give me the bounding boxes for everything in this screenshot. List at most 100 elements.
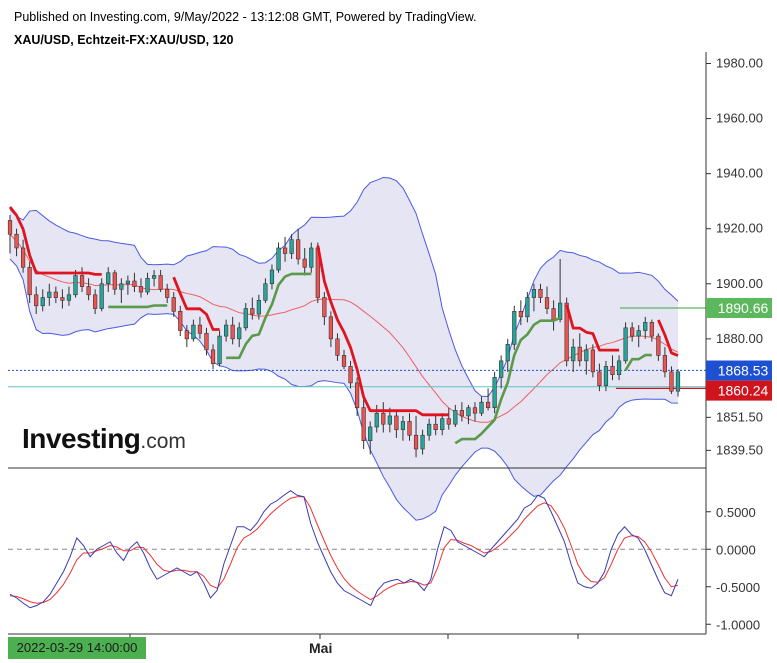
candle-body	[237, 327, 242, 340]
supertrend-down	[657, 319, 679, 357]
candle-body	[243, 308, 248, 329]
candle-body	[106, 272, 111, 285]
candle-body	[525, 297, 530, 318]
candle-body	[590, 349, 595, 373]
candle-body	[381, 412, 386, 425]
candle-body	[322, 297, 327, 318]
price-badge-label: 1860.24	[718, 383, 769, 399]
candle-body	[636, 330, 641, 337]
candle-body	[413, 434, 419, 450]
candle-body	[73, 275, 78, 296]
supertrend-up	[226, 272, 312, 360]
candle-body	[669, 371, 674, 392]
candle-body	[584, 349, 589, 362]
candle-body	[675, 371, 681, 392]
price-badge-level_low	[706, 380, 772, 401]
candle-body	[93, 294, 98, 309]
candle-body	[466, 407, 471, 417]
supertrend	[8, 206, 679, 445]
price-badge-current	[706, 360, 772, 381]
candle-body	[643, 322, 648, 331]
supertrend-down	[316, 245, 449, 417]
candle-body	[433, 423, 438, 431]
candle-body	[256, 300, 261, 315]
candle-body	[394, 415, 399, 431]
candle-body	[158, 275, 163, 290]
candle-body	[341, 355, 347, 367]
osc-tick-label: 0.5000	[716, 505, 756, 520]
investing-logo: Investing.com	[22, 423, 186, 454]
price-tick-label: 1920.00	[716, 221, 763, 236]
candle-body	[224, 324, 229, 337]
price-badge-label: 1890.66	[718, 300, 769, 316]
band-fill	[10, 177, 678, 521]
candle-body	[197, 324, 203, 334]
candle-body	[217, 335, 222, 364]
candle-body	[531, 288, 537, 298]
candle-body	[276, 247, 281, 271]
candle-body	[191, 324, 196, 340]
price-tick-label: 1839.50	[716, 442, 763, 457]
candle-body	[27, 266, 32, 296]
candle-body	[165, 288, 170, 298]
osc-slow-line	[9, 496, 679, 604]
candle-body	[512, 311, 517, 345]
supertrend-up	[108, 304, 168, 309]
price-tick-label: 1980.00	[716, 56, 763, 71]
month-label: Mai	[309, 640, 333, 656]
osc-tick-label: -0.5000	[716, 580, 760, 595]
candle-body	[459, 410, 464, 417]
supertrend-up	[454, 316, 561, 445]
candle-body	[20, 247, 26, 268]
candle-body	[446, 418, 451, 425]
price-badge-level_high	[706, 298, 772, 319]
candle-body	[616, 360, 622, 375]
candle-body	[407, 421, 412, 436]
candle-body	[603, 366, 609, 386]
candle-body	[538, 288, 543, 298]
candle-body	[145, 277, 150, 293]
candle-body	[427, 423, 432, 436]
osc-tick-label: -1.0000	[716, 617, 760, 632]
candle-body	[348, 366, 353, 384]
candle-body	[328, 316, 334, 340]
osc-fast-line	[9, 490, 679, 609]
candle-body	[99, 283, 104, 309]
candle-body	[7, 220, 13, 235]
candle-body	[171, 297, 176, 312]
candle-body	[40, 297, 45, 307]
candle-body	[564, 302, 569, 362]
supertrend-up	[624, 353, 652, 371]
candle-body	[296, 239, 301, 260]
candle-body	[125, 280, 130, 285]
price-tick-label: 1940.00	[716, 166, 763, 181]
candle-body	[610, 366, 615, 375]
candle-body	[138, 286, 144, 293]
candle-body	[282, 247, 288, 254]
candle-body	[250, 308, 255, 315]
candle-body	[577, 346, 582, 362]
candle-body	[34, 294, 39, 307]
publish-info: Published on Investing.com, 9/May/2022 -…	[14, 10, 477, 24]
supertrend-down	[8, 206, 102, 276]
band-lower	[9, 258, 679, 521]
oscillator-pane: 0.5000 0.0000 -0.5000 -1.0000	[8, 490, 760, 632]
band-upper	[9, 176, 679, 397]
candle-body	[230, 324, 235, 340]
candle-body	[485, 401, 491, 408]
candle-body	[151, 275, 157, 279]
candle-body	[551, 308, 556, 320]
candle-body	[597, 371, 602, 386]
candle-body	[368, 426, 373, 442]
candle-body	[505, 344, 510, 362]
supertrend-down	[565, 304, 620, 352]
candle-body	[132, 280, 137, 287]
candle-body	[400, 421, 406, 431]
candle-body	[440, 418, 445, 431]
candle-body	[184, 330, 189, 340]
candle-body	[374, 412, 379, 428]
candle-body	[210, 349, 216, 364]
candle-body	[269, 269, 275, 285]
candle-body	[544, 297, 550, 309]
